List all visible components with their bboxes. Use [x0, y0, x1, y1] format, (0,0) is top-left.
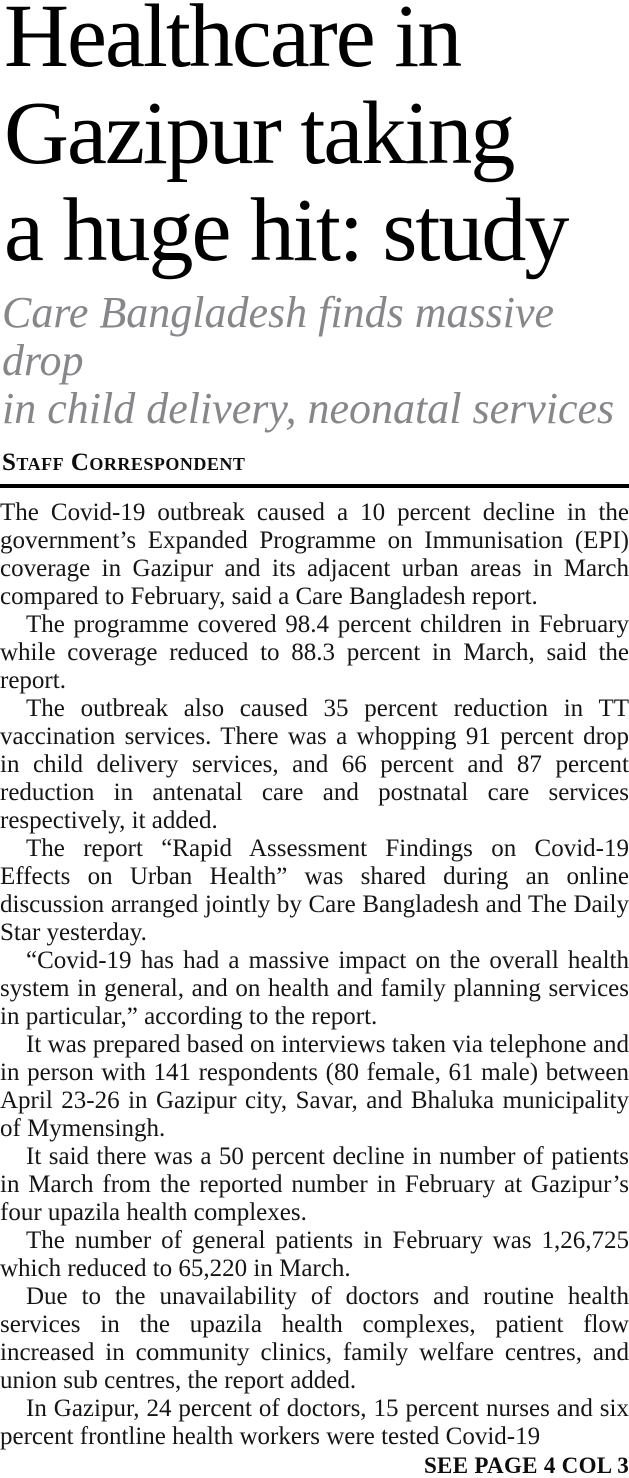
- article-paragraph: Due to the unavailability of doctors and…: [0, 1283, 629, 1394]
- article-paragraph: The report “Rapid Assessment Findings on…: [0, 835, 629, 946]
- article-paragraph: The outbreak also caused 35 percent redu…: [0, 695, 629, 834]
- article-byline: Staff Correspondent: [2, 449, 246, 476]
- article-subheadline: Care Bangladesh finds massive drop in ch…: [2, 288, 615, 433]
- continuation-note: SEE PAGE 4 COL 3: [423, 1453, 629, 1478]
- article-paragraph: “Covid-19 has had a massive impact on th…: [0, 947, 629, 1030]
- article-headline: Healthcare in Gazipur taking a huge hit:…: [4, 0, 569, 280]
- article-paragraph: In Gazipur, 24 percent of doctors, 15 pe…: [0, 1395, 629, 1450]
- article-body: The Covid-19 outbreak caused a 10 percen…: [0, 499, 629, 1451]
- article-paragraph: It was prepared based on interviews take…: [0, 1031, 629, 1142]
- article-paragraph: The Covid-19 outbreak caused a 10 percen…: [0, 499, 629, 610]
- article-paragraph: The programme covered 98.4 percent child…: [0, 611, 629, 694]
- article-paragraph: It said there was a 50 percent decline i…: [0, 1143, 629, 1226]
- article-paragraph: The number of general patients in Februa…: [0, 1227, 629, 1282]
- byline-divider-rule: [0, 484, 629, 488]
